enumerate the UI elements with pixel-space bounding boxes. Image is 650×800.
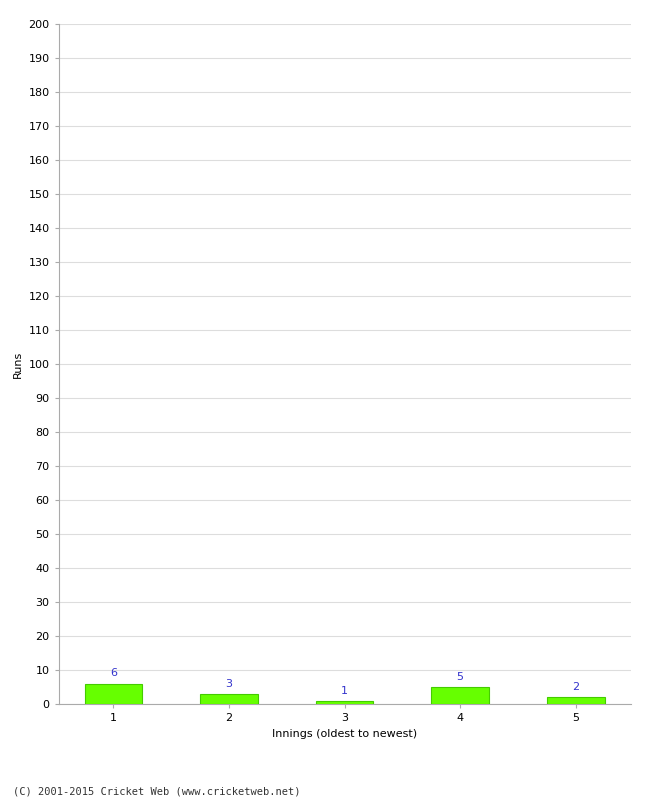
Text: 3: 3 (226, 678, 233, 689)
Y-axis label: Runs: Runs (13, 350, 23, 378)
Bar (84, 683, 142, 704)
Bar (316, 701, 373, 704)
Text: 1: 1 (341, 686, 348, 695)
Text: 6: 6 (110, 669, 117, 678)
Bar (547, 697, 604, 704)
Text: 2: 2 (572, 682, 579, 692)
Text: 5: 5 (456, 672, 463, 682)
Bar (200, 694, 258, 704)
X-axis label: Innings (oldest to newest): Innings (oldest to newest) (272, 729, 417, 738)
Bar (431, 687, 489, 704)
Text: (C) 2001-2015 Cricket Web (www.cricketweb.net): (C) 2001-2015 Cricket Web (www.cricketwe… (13, 786, 300, 796)
